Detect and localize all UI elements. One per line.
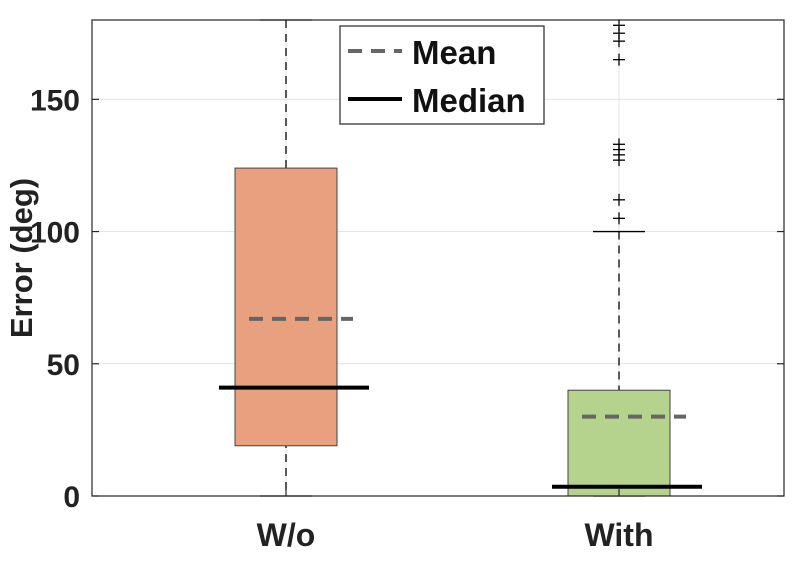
legend: Mean Median	[339, 25, 545, 125]
outlier-marker-1-0	[613, 212, 625, 225]
box-iqr-1	[567, 389, 671, 497]
x-category-label-1: With	[584, 517, 653, 553]
outlier-marker-1-6	[613, 53, 625, 66]
legend-mean-label: Mean	[412, 34, 496, 71]
box-group-1	[552, 19, 702, 497]
outlier-marker-1-1	[613, 193, 625, 206]
y-tick-label-50: 50	[47, 349, 80, 382]
legend-median-label: Median	[412, 82, 526, 119]
box-group-0	[219, 19, 369, 497]
x-axis-categories: W/o With	[257, 517, 654, 553]
y-axis-ticks: 0 50 100 150	[30, 20, 784, 514]
legend-box	[339, 25, 545, 125]
boxes-layer	[219, 19, 702, 497]
outlier-marker-1-5	[613, 138, 625, 151]
y-tick-label-0: 0	[63, 481, 80, 514]
y-axis-title: Error (deg)	[4, 178, 39, 338]
y-tick-label-100: 100	[30, 217, 80, 250]
x-category-label-0: W/o	[257, 517, 316, 553]
plot-area-frame	[91, 19, 785, 497]
box-iqr-0	[234, 167, 338, 447]
y-tick-label-150: 150	[30, 84, 80, 117]
